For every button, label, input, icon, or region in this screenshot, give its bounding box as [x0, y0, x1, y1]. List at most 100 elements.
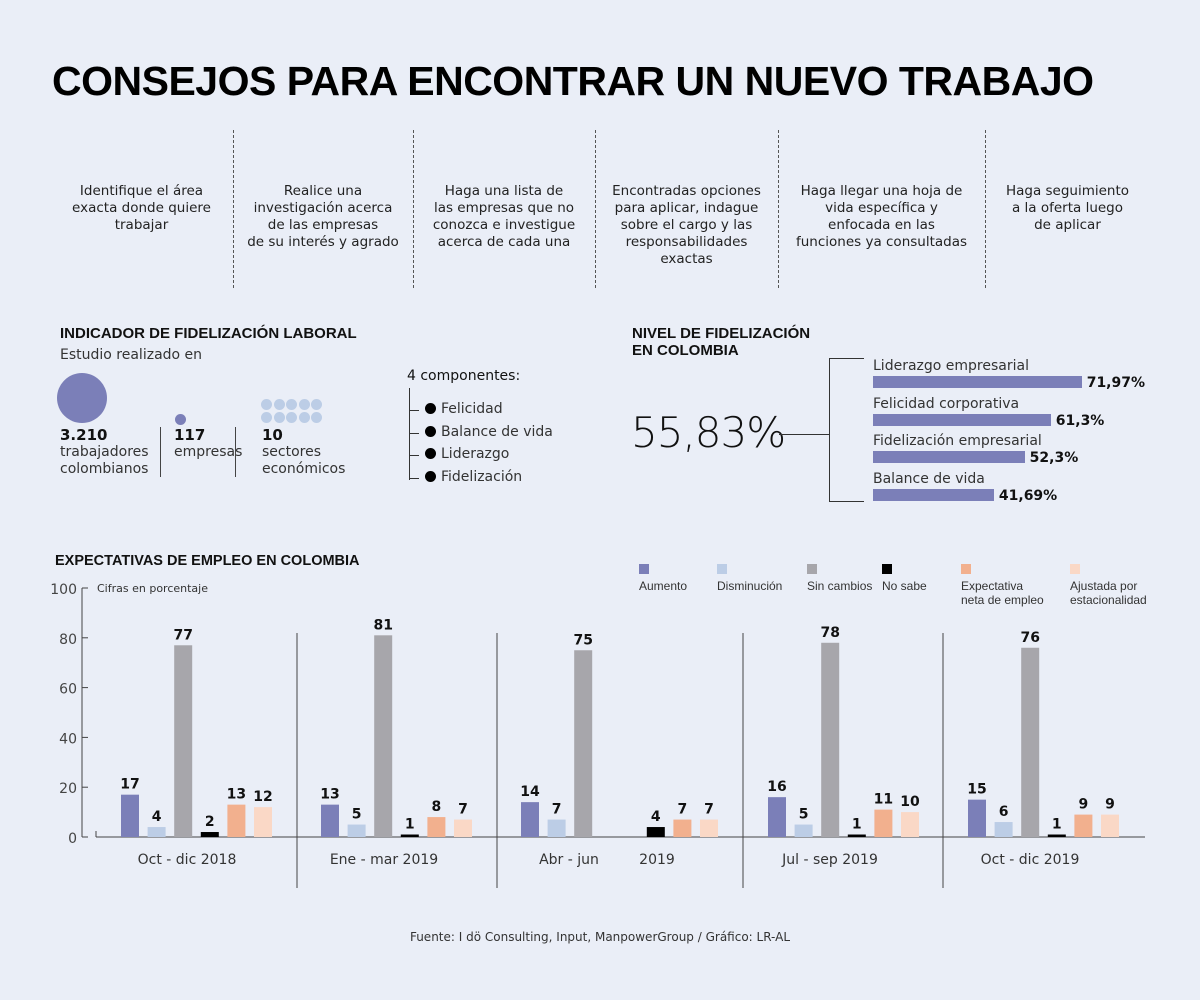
component-label: Felicidad: [441, 401, 503, 417]
bracket: [829, 358, 864, 502]
step-line: Haga una lista de: [444, 183, 564, 199]
bar: [254, 807, 272, 837]
bar-value-label: 15: [967, 782, 986, 798]
bar: [646, 827, 665, 837]
sector-dot: [261, 399, 272, 410]
stat-label: colombianos: [60, 461, 149, 477]
nivel-title-line: NIVEL DE FIDELIZACIÓN: [632, 325, 811, 342]
y-tick-label: 40: [59, 731, 77, 747]
bar: [547, 819, 566, 837]
indicador-title: INDICADOR DE FIDELIZACIÓN LABORAL: [60, 325, 357, 342]
step-text: Haga llegar una hoja de vida específica y…: [778, 183, 985, 251]
bar: [1021, 647, 1040, 837]
step-line: Encontradas opciones: [612, 183, 761, 199]
sector-dot: [311, 399, 322, 410]
bar: [174, 645, 193, 837]
step-text: Realice una investigación acerca de las em…: [233, 183, 413, 251]
stat-value: 3.210: [60, 426, 108, 444]
bar: [427, 817, 446, 837]
bar-value-label: 4: [651, 809, 661, 825]
nivel-title: NIVEL DE FIDELIZACIÓN EN COLOMBIA: [632, 325, 810, 359]
legend-label: Expectativa neta de empleo: [961, 579, 1044, 607]
legend-item: Aumento: [639, 564, 687, 593]
companies-circle-icon: [175, 414, 186, 425]
legend-swatch-icon: [807, 564, 817, 574]
component-item: Felicidad: [409, 401, 503, 417]
step-line: Haga seguimiento: [1005, 183, 1130, 199]
divider: [160, 427, 161, 477]
bar-value-label: 7: [458, 802, 468, 818]
nivel-bar-value: 41,69%: [998, 487, 1058, 504]
sector-dot: [286, 411, 297, 423]
bar-value-label: 7: [552, 802, 562, 818]
bullet-icon: [425, 403, 436, 414]
bar: [121, 794, 139, 837]
step-line: de las empresas: [267, 217, 379, 233]
bullet-icon: [425, 448, 436, 459]
component-label: Balance de vida: [441, 424, 553, 440]
bar: [874, 809, 893, 837]
bar-value-label: 17: [120, 777, 139, 793]
step-line: exactas: [660, 251, 713, 267]
bar-value-label: 5: [352, 807, 362, 823]
bar-value-label: 1: [1052, 817, 1062, 833]
sector-dot: [261, 411, 272, 423]
bar-value-label: 11: [874, 792, 893, 808]
x-category-label: Abr - jun: [539, 852, 599, 868]
stat-value: 117: [174, 426, 206, 444]
bar: [454, 819, 472, 837]
bullet-icon: [425, 426, 436, 437]
bar-value-label: 9: [1105, 797, 1115, 813]
bar-value-label: 76: [1020, 630, 1039, 646]
components-title: 4 componentes:: [407, 368, 521, 384]
bar-value-label: 2: [205, 814, 215, 830]
sector-dot: [311, 411, 322, 423]
legend-label: Ajustada por estacionalidad: [1070, 579, 1147, 607]
main-title: CONSEJOS PARA ENCONTRAR UN NUEVO TRABAJO: [52, 58, 1094, 104]
step-divider: [778, 130, 779, 288]
x-category-label: Jul - sep 2019: [781, 852, 878, 868]
bar: [1101, 814, 1119, 837]
indicador-subtitle: Estudio realizado en: [60, 347, 203, 363]
bar: [794, 824, 813, 837]
stat-label: empresas: [174, 444, 243, 460]
step-line: Realice una: [283, 183, 363, 199]
bar: [227, 804, 246, 837]
bar-value-label: 14: [520, 784, 540, 800]
stat-sectors: 10 sectores económicos: [262, 427, 345, 478]
step-text: Haga seguimiento a la oferta luego de apli…: [985, 183, 1150, 234]
bar-value-label: 10: [900, 794, 920, 810]
step-line: acerca de cada una: [437, 234, 571, 250]
step-line: para aplicar, indague: [614, 200, 759, 216]
stat-value: 10: [262, 426, 283, 444]
component-label: Fidelización: [441, 469, 523, 485]
bar: [1047, 834, 1066, 837]
x-category-label: 2019: [639, 852, 675, 868]
stat-label: sectores: [262, 444, 322, 460]
component-item: Balance de vida: [409, 424, 553, 440]
x-category-label: Oct - dic 2018: [138, 852, 237, 868]
bar: [521, 802, 539, 837]
legend-swatch-icon: [1070, 564, 1080, 574]
bar-value-label: 4: [152, 809, 162, 825]
nivel-total: 55,83%: [631, 408, 786, 457]
legend-label: Disminución: [717, 579, 783, 593]
bar-value-label: 13: [320, 787, 339, 803]
y-tick-label: 60: [59, 682, 77, 698]
y-axis-label: Cifras en porcentaje: [97, 582, 208, 595]
step-line: sobre el cargo y las: [620, 217, 753, 233]
step-line: Identifique el área: [79, 183, 204, 199]
bar: [574, 650, 593, 837]
bar: [147, 827, 166, 837]
divider: [235, 427, 236, 477]
sector-dot: [298, 399, 310, 410]
nivel-bar-label: Liderazgo empresarial: [873, 358, 1029, 374]
bar: [768, 797, 786, 837]
legend-item: Disminución: [717, 564, 783, 593]
bar-value-label: 7: [678, 802, 688, 818]
chart-title: EXPECTATIVAS DE EMPLEO EN COLOMBIA: [55, 553, 360, 569]
sector-dot: [273, 411, 285, 423]
legend-item: Expectativa neta de empleo: [961, 564, 1044, 607]
